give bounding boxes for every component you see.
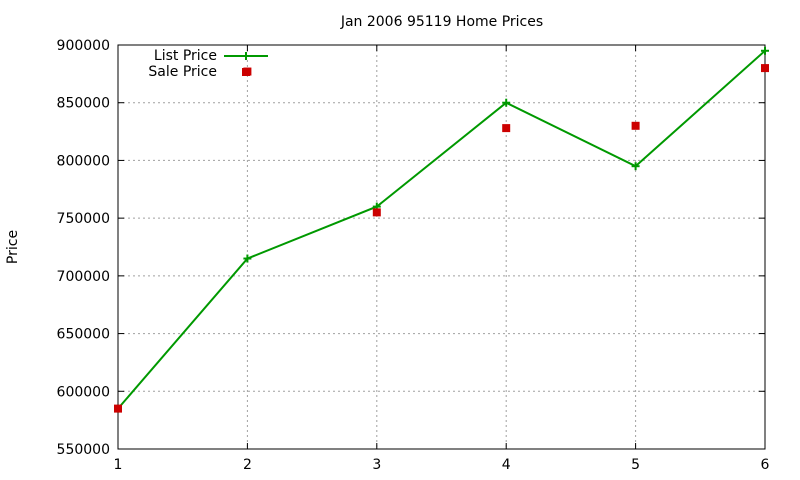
y-tick-label: 550000 — [57, 442, 110, 458]
x-tick-label: 2 — [243, 457, 252, 473]
point-sale-price — [502, 124, 511, 133]
y-axis-label: Price — [5, 230, 21, 264]
point-list-price — [631, 162, 640, 171]
chart-title: Jan 2006 95119 Home Prices — [340, 14, 543, 30]
plot-frame — [117, 44, 766, 450]
series-line-list-price — [117, 50, 766, 410]
point-sale-price — [631, 121, 640, 130]
x-tick-label: 1 — [114, 457, 123, 473]
point-list-price — [502, 98, 511, 107]
legend-label-sale-price: Sale Price — [148, 64, 217, 80]
axis-ticks: 550000 600000 650000 700000 750000 800000 8500… — [57, 38, 770, 473]
grid-lines — [118, 45, 765, 449]
x-tick-label: 6 — [761, 457, 770, 473]
legend: List Price Sale Price — [148, 48, 268, 80]
y-tick-label: 900000 — [57, 38, 110, 54]
y-tick-label: 600000 — [57, 384, 110, 400]
point-sale-price — [761, 64, 769, 73]
y-tick-label: 800000 — [57, 153, 110, 169]
point-sale-price — [114, 404, 122, 413]
legend-marker-sale-price — [242, 68, 250, 76]
point-sale-price — [372, 208, 381, 217]
y-tick-label: 650000 — [57, 327, 110, 343]
legend-marker-list-price — [242, 52, 250, 60]
y-tick-label: 750000 — [57, 211, 110, 227]
y-tick-label: 700000 — [57, 269, 110, 285]
x-tick-label: 3 — [372, 457, 381, 473]
point-list-price — [761, 46, 769, 55]
x-tick-label: 5 — [631, 457, 640, 473]
point-list-price — [243, 254, 252, 263]
x-tick-label: 4 — [502, 457, 511, 473]
series-layer — [114, 46, 769, 413]
y-tick-label: 850000 — [57, 96, 110, 112]
legend-label-list-price: List Price — [154, 48, 217, 64]
